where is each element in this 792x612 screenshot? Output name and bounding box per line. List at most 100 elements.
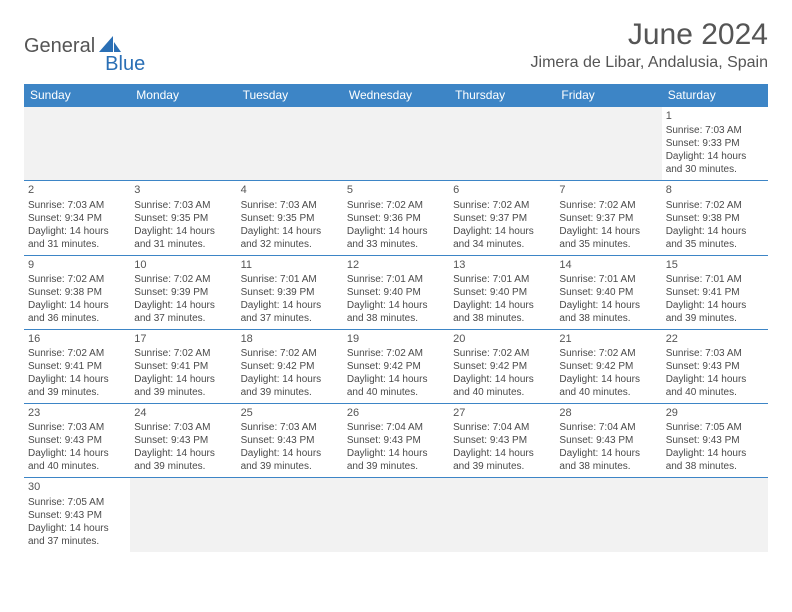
sunrise-text: Sunrise: 7:03 AM <box>28 421 126 434</box>
day-cell: 21Sunrise: 7:02 AMSunset: 9:42 PMDayligh… <box>555 329 661 403</box>
day-number: 14 <box>559 258 657 272</box>
calendar-row: 30Sunrise: 7:05 AMSunset: 9:43 PMDayligh… <box>24 478 768 552</box>
sunrise-text: Sunrise: 7:01 AM <box>666 273 764 286</box>
day-number: 18 <box>241 332 339 346</box>
calendar-row: 1Sunrise: 7:03 AMSunset: 9:33 PMDaylight… <box>24 107 768 181</box>
sunrise-text: Sunrise: 7:01 AM <box>241 273 339 286</box>
day-cell: 8Sunrise: 7:02 AMSunset: 9:38 PMDaylight… <box>662 181 768 255</box>
sunset-text: Sunset: 9:41 PM <box>134 360 232 373</box>
day-cell: 4Sunrise: 7:03 AMSunset: 9:35 PMDaylight… <box>237 181 343 255</box>
day-number: 6 <box>453 183 551 197</box>
sunset-text: Sunset: 9:43 PM <box>134 434 232 447</box>
sunrise-text: Sunrise: 7:04 AM <box>559 421 657 434</box>
daylight-text: Daylight: 14 hours and 33 minutes. <box>347 225 445 251</box>
day-number: 9 <box>28 258 126 272</box>
day-number: 7 <box>559 183 657 197</box>
day-number: 22 <box>666 332 764 346</box>
sunrise-text: Sunrise: 7:03 AM <box>134 199 232 212</box>
day-number: 26 <box>347 406 445 420</box>
logo: General Blue <box>24 18 145 67</box>
empty-cell <box>237 107 343 181</box>
daylight-text: Daylight: 14 hours and 40 minutes. <box>347 373 445 399</box>
day-number: 30 <box>28 480 126 494</box>
day-cell: 22Sunrise: 7:03 AMSunset: 9:43 PMDayligh… <box>662 329 768 403</box>
logo-text-general: General <box>24 35 95 58</box>
sunrise-text: Sunrise: 7:02 AM <box>559 199 657 212</box>
daylight-text: Daylight: 14 hours and 38 minutes. <box>559 299 657 325</box>
day-number: 28 <box>559 406 657 420</box>
empty-cell <box>130 107 236 181</box>
day-number: 27 <box>453 406 551 420</box>
day-cell: 25Sunrise: 7:03 AMSunset: 9:43 PMDayligh… <box>237 404 343 478</box>
sunset-text: Sunset: 9:41 PM <box>666 286 764 299</box>
daylight-text: Daylight: 14 hours and 34 minutes. <box>453 225 551 251</box>
day-number: 11 <box>241 258 339 272</box>
sunset-text: Sunset: 9:35 PM <box>241 212 339 225</box>
day-number: 4 <box>241 183 339 197</box>
daylight-text: Daylight: 14 hours and 38 minutes. <box>453 299 551 325</box>
sunset-text: Sunset: 9:38 PM <box>666 212 764 225</box>
daylight-text: Daylight: 14 hours and 39 minutes. <box>134 373 232 399</box>
day-cell: 29Sunrise: 7:05 AMSunset: 9:43 PMDayligh… <box>662 404 768 478</box>
day-number: 10 <box>134 258 232 272</box>
location: Jimera de Libar, Andalusia, Spain <box>531 54 768 72</box>
day-number: 15 <box>666 258 764 272</box>
calendar-row: 9Sunrise: 7:02 AMSunset: 9:38 PMDaylight… <box>24 255 768 329</box>
day-cell: 15Sunrise: 7:01 AMSunset: 9:41 PMDayligh… <box>662 255 768 329</box>
daylight-text: Daylight: 14 hours and 39 minutes. <box>347 447 445 473</box>
day-cell: 24Sunrise: 7:03 AMSunset: 9:43 PMDayligh… <box>130 404 236 478</box>
day-cell: 16Sunrise: 7:02 AMSunset: 9:41 PMDayligh… <box>24 329 130 403</box>
sunrise-text: Sunrise: 7:02 AM <box>666 199 764 212</box>
empty-cell <box>24 107 130 181</box>
day-number: 13 <box>453 258 551 272</box>
sunset-text: Sunset: 9:39 PM <box>134 286 232 299</box>
calendar-table: Sunday Monday Tuesday Wednesday Thursday… <box>24 84 768 552</box>
weekday-header-row: Sunday Monday Tuesday Wednesday Thursday… <box>24 84 768 107</box>
sunrise-text: Sunrise: 7:02 AM <box>134 347 232 360</box>
month-title: June 2024 <box>531 18 768 52</box>
sunrise-text: Sunrise: 7:04 AM <box>347 421 445 434</box>
daylight-text: Daylight: 14 hours and 35 minutes. <box>559 225 657 251</box>
daylight-text: Daylight: 14 hours and 39 minutes. <box>134 447 232 473</box>
weekday-header: Sunday <box>24 84 130 107</box>
sunset-text: Sunset: 9:43 PM <box>453 434 551 447</box>
calendar-row: 23Sunrise: 7:03 AMSunset: 9:43 PMDayligh… <box>24 404 768 478</box>
day-number: 5 <box>347 183 445 197</box>
day-number: 29 <box>666 406 764 420</box>
day-number: 24 <box>134 406 232 420</box>
sunrise-text: Sunrise: 7:03 AM <box>666 124 764 137</box>
sunset-text: Sunset: 9:35 PM <box>134 212 232 225</box>
empty-cell <box>555 107 661 181</box>
day-cell: 3Sunrise: 7:03 AMSunset: 9:35 PMDaylight… <box>130 181 236 255</box>
daylight-text: Daylight: 14 hours and 32 minutes. <box>241 225 339 251</box>
sunset-text: Sunset: 9:36 PM <box>347 212 445 225</box>
title-block: June 2024 Jimera de Libar, Andalusia, Sp… <box>531 18 768 72</box>
day-cell: 26Sunrise: 7:04 AMSunset: 9:43 PMDayligh… <box>343 404 449 478</box>
sunrise-text: Sunrise: 7:02 AM <box>28 347 126 360</box>
day-number: 2 <box>28 183 126 197</box>
weekday-header: Tuesday <box>237 84 343 107</box>
sunset-text: Sunset: 9:43 PM <box>559 434 657 447</box>
weekday-header: Monday <box>130 84 236 107</box>
daylight-text: Daylight: 14 hours and 40 minutes. <box>453 373 551 399</box>
sunset-text: Sunset: 9:38 PM <box>28 286 126 299</box>
calendar-row: 2Sunrise: 7:03 AMSunset: 9:34 PMDaylight… <box>24 181 768 255</box>
sunrise-text: Sunrise: 7:03 AM <box>666 347 764 360</box>
daylight-text: Daylight: 14 hours and 36 minutes. <box>28 299 126 325</box>
day-cell: 14Sunrise: 7:01 AMSunset: 9:40 PMDayligh… <box>555 255 661 329</box>
daylight-text: Daylight: 14 hours and 37 minutes. <box>241 299 339 325</box>
day-cell: 9Sunrise: 7:02 AMSunset: 9:38 PMDaylight… <box>24 255 130 329</box>
daylight-text: Daylight: 14 hours and 40 minutes. <box>666 373 764 399</box>
sunrise-text: Sunrise: 7:05 AM <box>28 496 126 509</box>
sunset-text: Sunset: 9:42 PM <box>559 360 657 373</box>
logo-text-blue: Blue <box>105 53 145 76</box>
weekday-header: Saturday <box>662 84 768 107</box>
day-cell: 7Sunrise: 7:02 AMSunset: 9:37 PMDaylight… <box>555 181 661 255</box>
calendar-body: 1Sunrise: 7:03 AMSunset: 9:33 PMDaylight… <box>24 107 768 552</box>
sunrise-text: Sunrise: 7:03 AM <box>134 421 232 434</box>
empty-cell <box>130 478 236 552</box>
sunset-text: Sunset: 9:33 PM <box>666 137 764 150</box>
sunset-text: Sunset: 9:43 PM <box>666 434 764 447</box>
daylight-text: Daylight: 14 hours and 31 minutes. <box>28 225 126 251</box>
day-cell: 10Sunrise: 7:02 AMSunset: 9:39 PMDayligh… <box>130 255 236 329</box>
